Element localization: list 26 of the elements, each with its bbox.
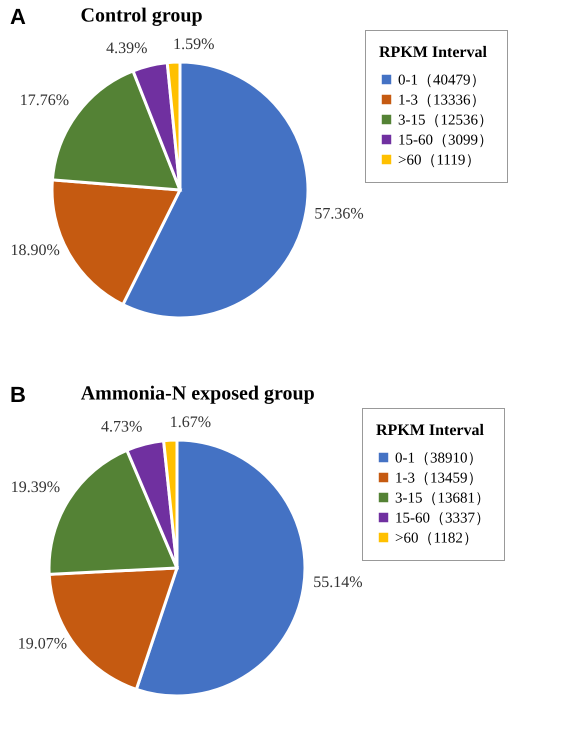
legend-label: 0-1（40479） — [398, 72, 486, 88]
data-label: 55.14% — [313, 574, 363, 592]
legend-label: 3-15（12536） — [398, 112, 493, 128]
chart-title: Control group — [80, 4, 203, 26]
legend-title: RPKM Interval — [379, 44, 488, 61]
legend-label: 3-15（13681） — [395, 490, 490, 506]
data-label: 57.36% — [314, 206, 364, 223]
legend-label: 0-1（38910） — [395, 450, 482, 466]
legend-label: 1-3（13336） — [398, 92, 486, 108]
data-label: 4.39% — [106, 40, 148, 57]
legend-label: >60（1119） — [398, 152, 480, 168]
text: B — [10, 382, 26, 408]
legend-label: 1-3（13459） — [395, 470, 482, 486]
legend-title: RPKM Interval — [376, 422, 485, 439]
chart-title: Ammonia-N exposed group — [80, 382, 315, 404]
data-label: 19.07% — [18, 635, 68, 652]
data-label: 18.90% — [10, 242, 60, 259]
legend-label: >60（1182） — [395, 530, 478, 546]
data-label: 19.39% — [10, 478, 60, 496]
legend-label: 15-60（3099） — [398, 132, 493, 148]
legend-label: 15-60（3337） — [395, 510, 490, 526]
data-label: 4.73% — [101, 418, 142, 436]
text: A — [10, 4, 26, 30]
data-label: 1.59% — [173, 36, 214, 54]
data-label: 1.67% — [170, 414, 212, 432]
data-label: 17.76% — [20, 92, 70, 109]
